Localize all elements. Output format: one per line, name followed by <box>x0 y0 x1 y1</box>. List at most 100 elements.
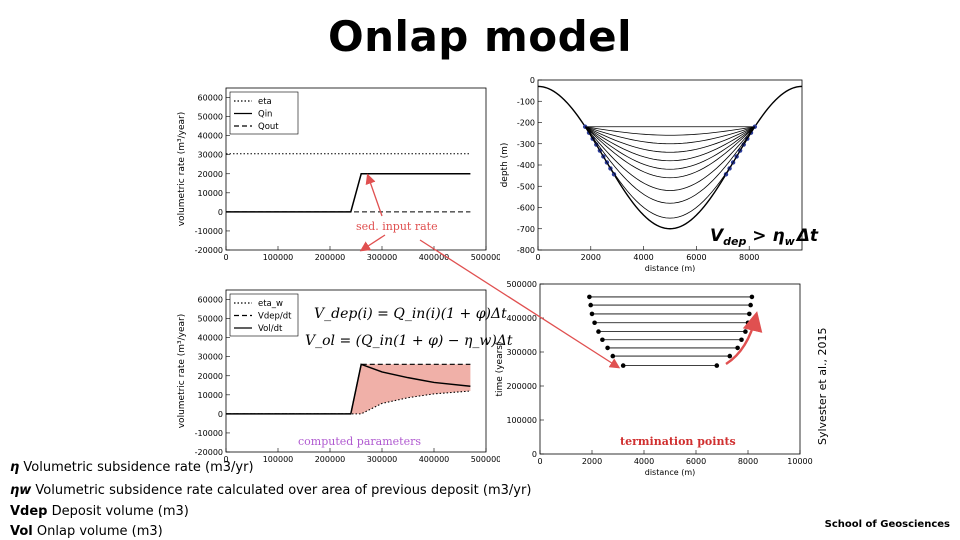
y-axis-label: volumetric rate (m³/year) <box>177 314 187 429</box>
deposit-surface <box>584 126 756 179</box>
legend-label: eta <box>258 97 272 107</box>
y-tick-label: 100000 <box>506 416 537 425</box>
termination-point-left <box>596 329 601 334</box>
x-tick-label: 200000 <box>315 253 346 262</box>
termination-point-right <box>739 337 744 343</box>
legend-box <box>229 91 299 135</box>
x-tick-label: 4000 <box>634 457 654 466</box>
termination-point-right <box>727 353 733 359</box>
y-tick-label: -100 <box>517 97 535 106</box>
x-tick-label: 4000 <box>633 253 653 262</box>
y-tick-label: 50000 <box>198 315 223 324</box>
x-tick-label: 2000 <box>581 253 601 262</box>
y-tick-label: 400000 <box>506 314 537 323</box>
legend-label: Vdep/dt <box>258 312 292 322</box>
x-tick-label: 6000 <box>686 457 706 466</box>
input-rates-chart: 0 100000 200000 300000 400000 500000-20000-10… <box>177 87 500 262</box>
y-tick-label: 10000 <box>198 189 223 198</box>
termination-point-right <box>749 294 755 300</box>
deposit-surface <box>584 126 756 191</box>
basin-floor <box>537 85 803 230</box>
y-axis-label: volumetric rate (m³/year) <box>177 112 187 227</box>
y-tick-label: 0 <box>218 208 223 217</box>
x-axis-label: distance (m) <box>645 264 695 272</box>
series-eta-w <box>226 390 471 415</box>
termination-point-right <box>747 311 752 317</box>
x-tick-label: 0 <box>537 457 542 466</box>
termination-point-left <box>610 353 616 359</box>
y-tick-label: -20000 <box>195 448 223 457</box>
y-tick-label: -700 <box>517 225 535 234</box>
x-axis-label: distance (m) <box>645 468 695 477</box>
definition-eta-w: ηw Volumetric subsidence rate calculated… <box>10 483 532 498</box>
y-tick-label: 10000 <box>198 391 223 400</box>
definition-eta: η Volumetric subsidence rate (m3/yr) <box>10 460 254 475</box>
series-qin <box>226 173 471 213</box>
deposit-surface <box>584 126 756 219</box>
y-tick-label: 500000 <box>506 280 537 289</box>
y-axis-label: time (years) <box>495 342 505 397</box>
y-tick-label: 50000 <box>198 113 223 122</box>
plot-frame <box>537 79 803 251</box>
y-tick-label: 30000 <box>198 353 223 362</box>
computed-parameters-chart: 0 100000 200000 300000 400000 500000-20000-10… <box>177 289 500 464</box>
x-tick-label: 10000 <box>787 457 812 466</box>
definition-vol: Vol Onlap volume (m3) <box>10 524 163 539</box>
legend-label: Qin <box>258 110 272 120</box>
y-tick-label: -300 <box>517 140 535 149</box>
onlap-area <box>350 364 471 414</box>
x-tick-label: 0 <box>223 455 228 464</box>
x-tick-label: 200000 <box>315 455 346 464</box>
y-tick-label: -10000 <box>195 429 223 438</box>
deposit-surface <box>584 126 756 170</box>
deposit-surface <box>585 126 755 153</box>
termination-points-chart: 0 2000 4000 6000 8000 10000010000020000030000… <box>495 280 813 477</box>
y-tick-label: 40000 <box>198 132 223 141</box>
definition-vdep: Vdep Deposit volume (m3) <box>10 504 189 519</box>
legend-box <box>229 293 299 337</box>
termination-point-left <box>587 294 592 300</box>
y-tick-label: -20000 <box>195 246 223 255</box>
termination-point-left <box>589 311 595 317</box>
x-tick-label: 400000 <box>419 253 450 262</box>
y-tick-label: 60000 <box>198 296 223 305</box>
y-tick-label: -800 <box>517 246 535 255</box>
y-tick-label: -200 <box>517 119 535 128</box>
plot-frame <box>539 283 801 455</box>
termination-point-right <box>714 363 720 368</box>
x-tick-label: 300000 <box>367 253 398 262</box>
termination-point-left <box>600 337 605 343</box>
y-tick-label: 20000 <box>198 372 223 381</box>
termination-point-right <box>745 320 751 326</box>
x-tick-label: 0 <box>535 253 540 262</box>
citation: Sylvester et al., 2015 <box>816 327 829 445</box>
y-tick-label: 0 <box>532 450 537 459</box>
y-tick-label: 0 <box>530 76 535 85</box>
x-tick-label: 500000 <box>471 455 500 464</box>
y-tick-label: 200000 <box>506 382 537 391</box>
x-tick-label: 100000 <box>263 455 294 464</box>
plot-frame <box>225 87 487 251</box>
x-tick-label: 100000 <box>263 253 294 262</box>
y-tick-label: 20000 <box>198 170 223 179</box>
y-tick-label: -500 <box>517 182 535 191</box>
legend-label: Qout <box>258 122 279 132</box>
y-tick-label: 30000 <box>198 151 223 160</box>
x-tick-label: 8000 <box>739 253 759 262</box>
y-tick-label: -10000 <box>195 227 223 236</box>
y-tick-label: 60000 <box>198 94 223 103</box>
x-tick-label: 6000 <box>686 253 706 262</box>
termination-point-right <box>743 329 748 334</box>
y-tick-label: 300000 <box>506 348 537 357</box>
series-vol-dt <box>226 363 471 415</box>
plot-frame <box>225 289 487 453</box>
termination-point-right <box>748 302 753 308</box>
termination-point-left <box>605 345 610 351</box>
termination-point-left <box>620 363 626 368</box>
deposit-surface <box>584 126 756 204</box>
x-tick-label: 2000 <box>582 457 602 466</box>
x-tick-label: 8000 <box>738 457 758 466</box>
y-tick-label: 40000 <box>198 334 223 343</box>
footer-school: School of Geosciences <box>824 519 950 530</box>
deposit-surface <box>584 126 756 162</box>
